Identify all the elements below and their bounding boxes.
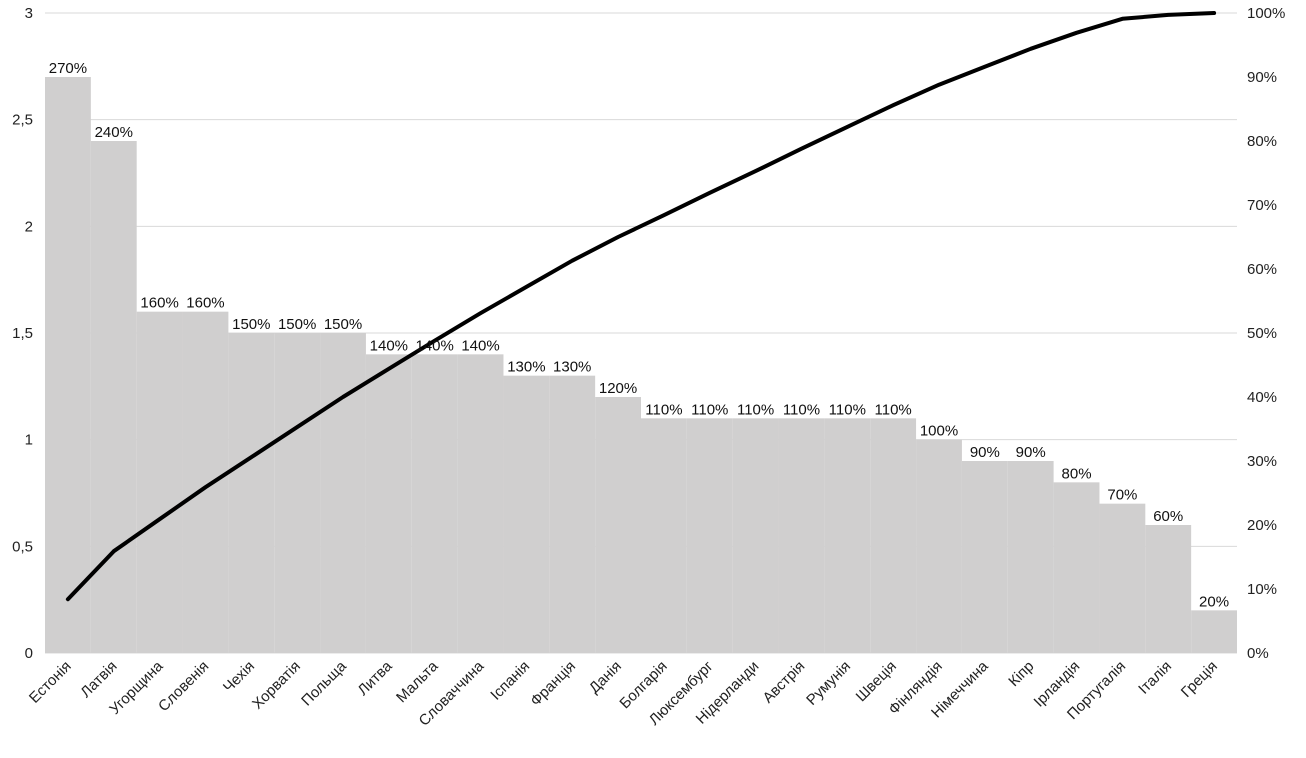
category-label: Австрія [760, 658, 809, 707]
bar [824, 418, 871, 653]
data-label: 110% [737, 401, 774, 418]
bar [961, 461, 1008, 653]
bar [732, 418, 779, 653]
category-label: Кіпр [1005, 658, 1037, 690]
data-label: 160% [140, 295, 178, 312]
right-tick-label: 40% [1247, 389, 1277, 406]
bar [228, 333, 275, 653]
data-label: 110% [875, 401, 912, 418]
bar [595, 397, 641, 653]
category-label: Греція [1178, 658, 1221, 701]
data-label: 130% [553, 359, 591, 376]
left-tick-label: 0 [25, 645, 33, 662]
category-label: Польща [298, 657, 350, 709]
data-label: 270% [49, 60, 87, 77]
data-label: 140% [370, 337, 408, 354]
category-label: Данія [586, 658, 625, 697]
right-tick-label: 10% [1247, 581, 1277, 598]
data-label: 70% [1107, 487, 1137, 504]
data-label: 110% [691, 401, 728, 418]
category-label: Італія [1135, 658, 1175, 698]
data-label: 90% [970, 444, 1000, 461]
bar [549, 375, 596, 653]
data-label: 140% [416, 337, 454, 354]
bar [45, 77, 91, 653]
right-axis: 0% 10% 20% 30% 40% 50% 60% 70% 80% 90% 100% [1247, 5, 1285, 662]
bar [870, 418, 917, 653]
category-label: Латвія [77, 658, 120, 701]
category-label: Іспанія [487, 658, 533, 704]
right-tick-label: 90% [1247, 69, 1277, 86]
data-label: 110% [829, 401, 866, 418]
left-tick-label: 2,5 [12, 112, 33, 129]
data-label: 150% [232, 316, 270, 333]
left-tick-label: 0,5 [12, 538, 33, 555]
right-tick-label: 50% [1247, 325, 1277, 342]
data-label: 120% [599, 380, 637, 397]
bar [1099, 503, 1146, 653]
data-label: 90% [1016, 444, 1046, 461]
bar [686, 418, 733, 653]
bar [641, 418, 687, 653]
right-tick-label: 60% [1247, 261, 1277, 278]
bar [320, 333, 366, 653]
bar [182, 311, 229, 653]
bar [90, 141, 137, 653]
data-label: 110% [645, 401, 682, 418]
right-tick-label: 30% [1247, 453, 1277, 470]
bar [503, 375, 550, 653]
data-label: 160% [186, 295, 224, 312]
data-label: 130% [507, 359, 545, 376]
left-tick-label: 1 [25, 432, 33, 449]
data-label: 110% [783, 401, 820, 418]
cumulative-line [65, 11, 1217, 602]
bar [1053, 482, 1100, 653]
bar [136, 311, 183, 653]
category-label: Румунія [803, 658, 854, 709]
bar [778, 418, 825, 653]
data-label: 240% [95, 124, 133, 141]
left-axis: 0 0,5 1 1,5 2 2,5 3 [12, 5, 33, 662]
category-label: Хорватія [249, 658, 304, 713]
category-label: Литва [354, 657, 396, 699]
right-tick-label: 20% [1247, 517, 1277, 534]
bar [457, 354, 504, 653]
right-tick-label: 0% [1247, 645, 1269, 662]
bar [1191, 610, 1237, 653]
category-label: Естонія [26, 658, 75, 707]
right-tick-label: 80% [1247, 133, 1277, 150]
left-tick-label: 1,5 [12, 325, 33, 342]
bar [1145, 525, 1192, 653]
data-label: 150% [324, 316, 362, 333]
bar [365, 354, 412, 653]
cumulative-line-group [65, 11, 1217, 602]
data-labels: 270% 240% 160% 160% 150% 150% 150% 140% 140% 140%… [49, 60, 1229, 610]
category-label: Чехія [220, 658, 258, 696]
bar [411, 354, 458, 653]
left-tick-label: 3 [25, 5, 33, 22]
right-tick-label: 100% [1247, 5, 1285, 22]
bars [45, 77, 1237, 653]
data-label: 140% [461, 337, 499, 354]
left-tick-label: 2 [25, 218, 33, 235]
data-label: 20% [1199, 593, 1229, 610]
right-tick-label: 70% [1247, 197, 1277, 214]
data-label: 60% [1153, 508, 1183, 525]
bar [916, 439, 962, 653]
bar [274, 333, 321, 653]
data-label: 100% [920, 423, 958, 440]
data-label: 80% [1062, 465, 1092, 482]
data-label: 150% [278, 316, 316, 333]
category-label: Словенія [155, 658, 212, 715]
bar [1007, 461, 1054, 653]
category-label: Франція [527, 658, 579, 710]
